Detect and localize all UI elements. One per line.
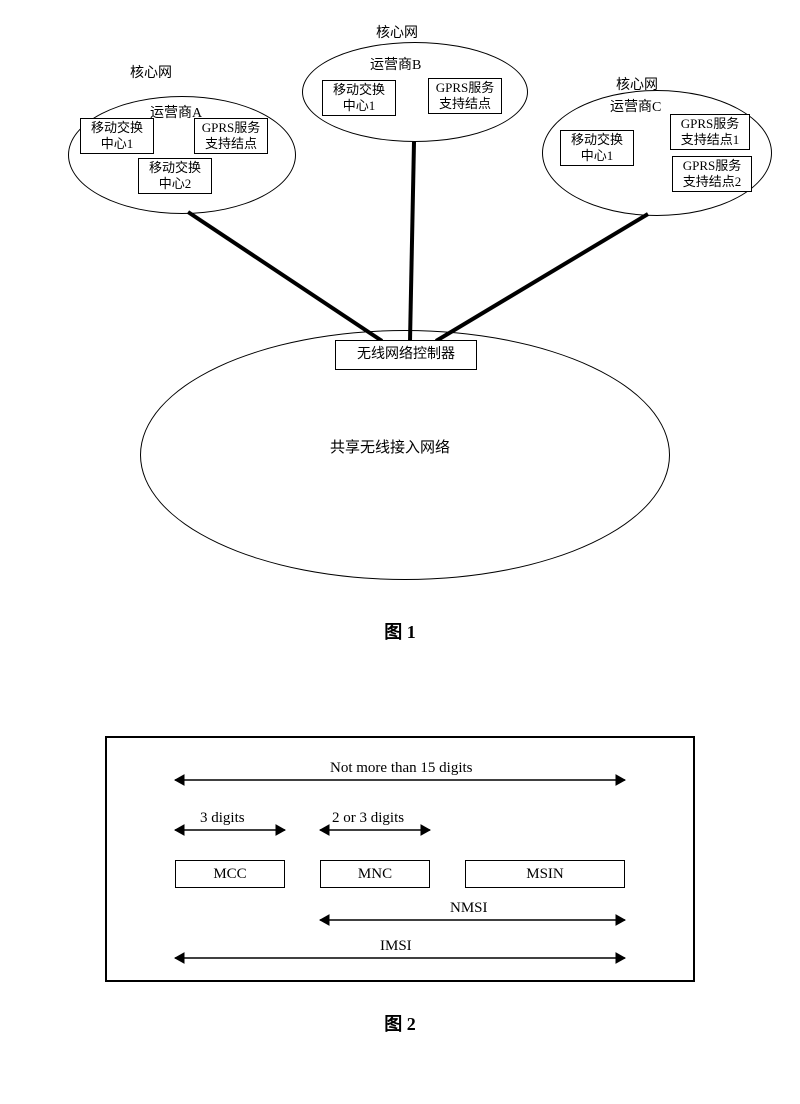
figure-1-caption: 图 1 — [0, 618, 800, 644]
edge-c — [436, 214, 648, 341]
operator-c-msc1-line2: 中心1 — [581, 148, 614, 164]
operator-a-sgsn-line1: GPRS服务 — [202, 120, 261, 136]
operator-b-msc1-line1: 移动交换 — [333, 82, 385, 98]
edge-a — [188, 212, 382, 341]
operator-b-sgsn-line1: GPRS服务 — [436, 80, 495, 96]
operator-a-sgsn-line2: 支持结点 — [205, 136, 257, 152]
label-total-digits: Not more than 15 digits — [330, 760, 473, 777]
operator-b-sgsn-box: GPRS服务 支持结点 — [428, 78, 502, 114]
figure-2-caption: 图 2 — [0, 1010, 800, 1036]
label-mcc-digits: 3 digits — [200, 810, 245, 827]
operator-c-sgsn2-line1: GPRS服务 — [683, 158, 742, 174]
operator-a-msc2-line2: 中心2 — [159, 176, 192, 192]
msin-box: MSIN — [465, 860, 625, 888]
rnc-label: 无线网络控制器 — [357, 347, 455, 364]
label-nmsi: NMSI — [450, 900, 488, 917]
label-imsi: IMSI — [380, 938, 412, 955]
mcc-box: MCC — [175, 860, 285, 888]
operator-a-msc2-line1: 移动交换 — [149, 160, 201, 176]
rnc-box: 无线网络控制器 — [335, 340, 477, 370]
mnc-box: MNC — [320, 860, 430, 888]
operator-c-sgsn2-box: GPRS服务 支持结点2 — [672, 156, 752, 192]
operator-a-sgsn-box: GPRS服务 支持结点 — [194, 118, 268, 154]
shared-network-label: 共享无线接入网络 — [330, 436, 450, 457]
operator-c-msc1-line1: 移动交换 — [571, 132, 623, 148]
operator-a-msc1-box: 移动交换 中心1 — [80, 118, 154, 154]
operator-a-msc1-line2: 中心1 — [101, 136, 134, 152]
operator-a-msc1-line1: 移动交换 — [91, 120, 143, 136]
operator-a-msc2-box: 移动交换 中心2 — [138, 158, 212, 194]
operator-c-sgsn1-box: GPRS服务 支持结点1 — [670, 114, 750, 150]
operator-b-sgsn-line2: 支持结点 — [439, 96, 491, 112]
operator-b-label: 运营商B — [370, 54, 421, 74]
operator-c-sgsn2-line2: 支持结点2 — [683, 174, 742, 190]
operator-c-sgsn1-line1: GPRS服务 — [681, 116, 740, 132]
label-mnc-digits: 2 or 3 digits — [332, 810, 404, 827]
core-net-a-label: 核心网 — [130, 62, 172, 82]
operator-c-sgsn1-line2: 支持结点1 — [681, 132, 740, 148]
core-net-b-label: 核心网 — [376, 22, 418, 42]
edge-b — [410, 142, 414, 341]
operator-c-label: 运营商C — [610, 96, 661, 116]
operator-c-msc1-box: 移动交换 中心1 — [560, 130, 634, 166]
operator-b-msc1-line2: 中心1 — [343, 98, 376, 114]
operator-b-msc1-box: 移动交换 中心1 — [322, 80, 396, 116]
